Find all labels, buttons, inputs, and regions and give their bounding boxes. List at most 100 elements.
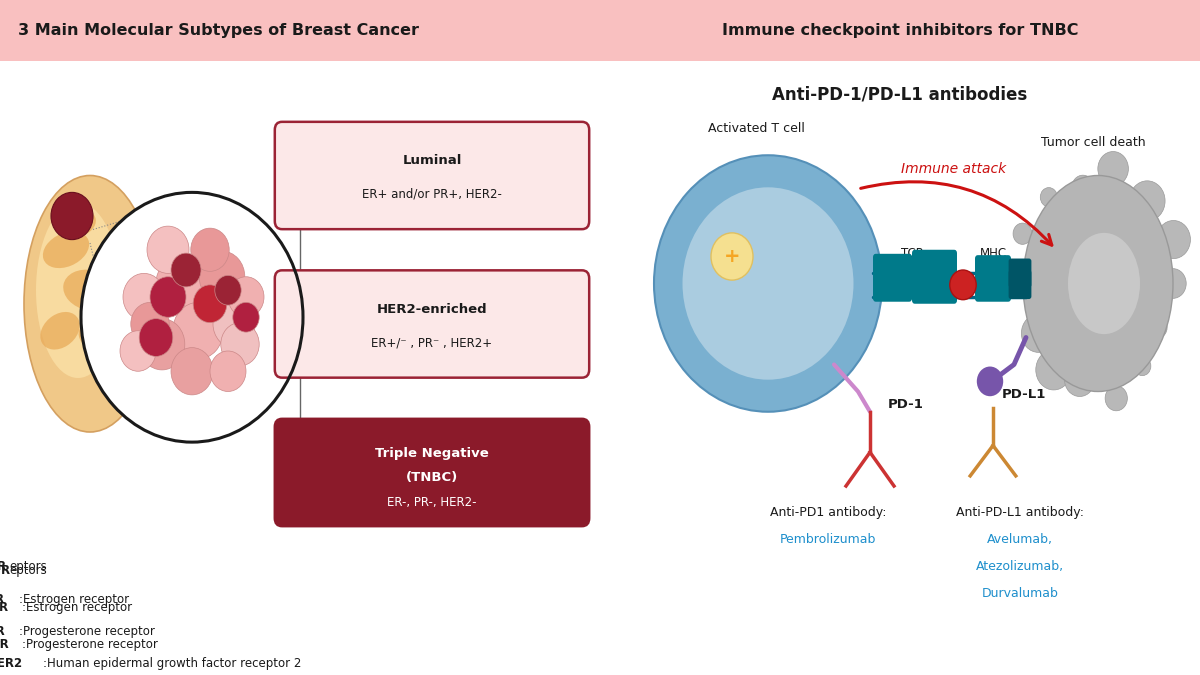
Text: eptors: eptors — [10, 564, 47, 576]
Text: TCR: TCR — [900, 247, 924, 260]
Circle shape — [1134, 356, 1151, 376]
Text: MHC: MHC — [979, 247, 1007, 260]
Circle shape — [50, 192, 94, 240]
Circle shape — [214, 300, 256, 348]
Ellipse shape — [64, 269, 116, 311]
Circle shape — [221, 323, 259, 366]
FancyBboxPatch shape — [912, 265, 958, 304]
Circle shape — [977, 367, 1003, 396]
Circle shape — [1036, 350, 1072, 390]
Text: ER-, PR-, HER2-: ER-, PR-, HER2- — [388, 496, 476, 510]
Ellipse shape — [78, 323, 114, 352]
Circle shape — [210, 351, 246, 391]
Ellipse shape — [1068, 233, 1140, 334]
Circle shape — [120, 331, 156, 371]
Text: :Estrogen receptor: :Estrogen receptor — [19, 593, 130, 605]
Circle shape — [193, 285, 227, 323]
Text: Atezolizumab,: Atezolizumab, — [976, 560, 1064, 573]
Circle shape — [150, 277, 186, 317]
Ellipse shape — [1022, 176, 1174, 392]
Text: Avelumab,: Avelumab, — [986, 533, 1054, 546]
Circle shape — [173, 302, 223, 359]
Text: :Progesterone receptor: :Progesterone receptor — [22, 638, 157, 651]
Circle shape — [654, 155, 882, 412]
Circle shape — [1021, 314, 1055, 352]
Text: HER2: HER2 — [0, 657, 23, 670]
Circle shape — [1098, 151, 1128, 186]
Text: Anti-PD-L1 antibody:: Anti-PD-L1 antibody: — [956, 506, 1084, 519]
FancyBboxPatch shape — [912, 250, 958, 289]
Circle shape — [156, 256, 204, 310]
Text: PR: PR — [0, 625, 6, 638]
Circle shape — [950, 270, 977, 300]
Ellipse shape — [43, 232, 89, 268]
Text: R: R — [0, 560, 6, 573]
Circle shape — [139, 319, 173, 356]
Text: ER+ and/or PR+, HER2-: ER+ and/or PR+, HER2- — [362, 188, 502, 201]
Text: :Estrogen receptor: :Estrogen receptor — [22, 601, 132, 614]
Text: PR: PR — [0, 638, 10, 651]
Text: +: + — [724, 247, 740, 266]
Circle shape — [233, 302, 259, 332]
Ellipse shape — [60, 209, 96, 236]
FancyBboxPatch shape — [600, 0, 1200, 61]
FancyBboxPatch shape — [0, 0, 600, 61]
Text: eptors: eptors — [10, 560, 47, 573]
FancyBboxPatch shape — [974, 268, 1010, 302]
Circle shape — [228, 277, 264, 317]
Text: PD-1: PD-1 — [888, 398, 924, 412]
Ellipse shape — [134, 321, 166, 341]
Circle shape — [1157, 221, 1190, 259]
Circle shape — [148, 226, 190, 273]
FancyBboxPatch shape — [974, 255, 1010, 289]
Text: Anti-PD-1/PD-L1 antibodies: Anti-PD-1/PD-L1 antibodies — [773, 86, 1027, 103]
Text: Durvalumab: Durvalumab — [982, 587, 1058, 600]
FancyBboxPatch shape — [1008, 259, 1032, 288]
Circle shape — [1159, 269, 1187, 298]
Circle shape — [139, 319, 185, 370]
FancyBboxPatch shape — [275, 270, 589, 378]
Text: HER2-enriched: HER2-enriched — [377, 302, 487, 316]
Circle shape — [191, 228, 229, 271]
Ellipse shape — [36, 202, 120, 378]
Text: Immune checkpoint inhibitors for TNBC: Immune checkpoint inhibitors for TNBC — [721, 23, 1079, 38]
Ellipse shape — [41, 312, 79, 350]
Text: (TNBC): (TNBC) — [406, 471, 458, 485]
Text: Triple Negative: Triple Negative — [376, 447, 488, 460]
Circle shape — [1129, 181, 1165, 221]
Circle shape — [215, 275, 241, 305]
FancyBboxPatch shape — [275, 418, 589, 526]
Circle shape — [1064, 362, 1096, 396]
Circle shape — [1040, 188, 1057, 207]
Circle shape — [172, 348, 214, 395]
FancyBboxPatch shape — [874, 267, 912, 302]
Circle shape — [1010, 269, 1037, 298]
Circle shape — [710, 233, 754, 280]
Circle shape — [1105, 386, 1127, 411]
Text: R: R — [1, 564, 11, 576]
FancyBboxPatch shape — [874, 254, 912, 289]
Text: :Human epidermal growth factor receptor 2: :Human epidermal growth factor receptor … — [43, 657, 301, 670]
FancyBboxPatch shape — [1008, 270, 1032, 299]
Text: Immune attack: Immune attack — [901, 162, 1007, 176]
Circle shape — [1148, 317, 1168, 338]
Circle shape — [1072, 176, 1094, 200]
Text: ER: ER — [0, 593, 5, 605]
Circle shape — [124, 273, 166, 321]
Text: Activated T cell: Activated T cell — [708, 122, 805, 135]
Ellipse shape — [24, 176, 156, 432]
Circle shape — [82, 192, 302, 442]
FancyBboxPatch shape — [275, 122, 589, 230]
Text: :Progesterone receptor: :Progesterone receptor — [19, 625, 155, 638]
Text: Tumor cell death: Tumor cell death — [1042, 136, 1146, 148]
Text: ER: ER — [0, 601, 10, 614]
Text: 3 Main Molecular Subtypes of Breast Cancer: 3 Main Molecular Subtypes of Breast Canc… — [18, 23, 419, 38]
Text: Anti-PD1 antibody:: Anti-PD1 antibody: — [769, 506, 887, 519]
Text: Luminal: Luminal — [402, 154, 462, 167]
Circle shape — [199, 251, 245, 302]
Text: ER+/⁻ , PR⁻ , HER2+: ER+/⁻ , PR⁻ , HER2+ — [372, 336, 492, 350]
Circle shape — [683, 188, 853, 379]
Circle shape — [172, 253, 202, 287]
Text: PD-L1: PD-L1 — [1002, 388, 1046, 402]
Text: Pembrolizumab: Pembrolizumab — [780, 533, 876, 546]
